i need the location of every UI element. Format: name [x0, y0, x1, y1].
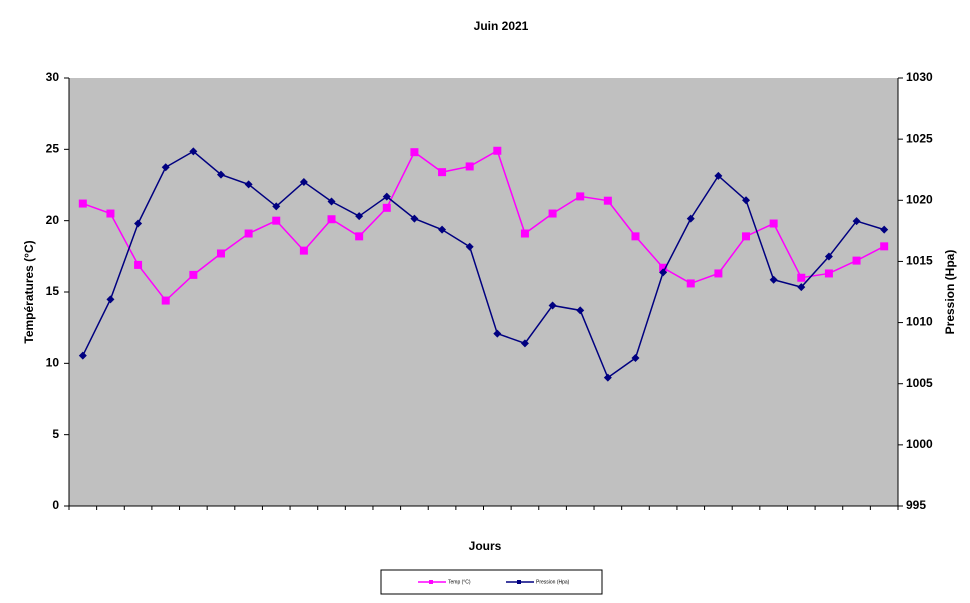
- y2-tick-label: 1015: [906, 254, 933, 268]
- point-marker: [742, 232, 751, 241]
- y2-tick-label: 1020: [906, 192, 933, 206]
- point-marker: [355, 232, 364, 241]
- point-marker: [410, 214, 419, 223]
- point-marker: [742, 196, 751, 205]
- point-marker: [880, 242, 889, 251]
- y-tick-label: 15: [46, 284, 60, 298]
- point-marker: [631, 232, 640, 241]
- y-tick-label: 5: [52, 427, 59, 441]
- point-marker: [134, 219, 143, 228]
- y2-tick-label: 1030: [906, 70, 933, 84]
- point-marker: [520, 229, 529, 238]
- series-line: [82, 150, 885, 379]
- point-marker: [106, 295, 115, 304]
- y-tick-label: 10: [46, 356, 60, 370]
- legend-box: [380, 569, 603, 595]
- point-marker: [272, 216, 281, 225]
- y2-tick-label: 1005: [906, 376, 933, 390]
- point-marker: [576, 192, 585, 201]
- point-marker: [603, 196, 612, 205]
- point-marker: [797, 273, 806, 282]
- y2-tick-label: 1010: [906, 315, 933, 329]
- point-marker: [576, 306, 585, 315]
- point-marker: [327, 197, 336, 206]
- point-marker: [272, 202, 281, 211]
- point-marker: [299, 246, 308, 255]
- point-marker: [797, 283, 806, 292]
- point-marker: [852, 256, 861, 265]
- point-marker: [714, 269, 723, 278]
- point-marker: [686, 214, 695, 223]
- point-marker: [244, 180, 253, 189]
- point-marker: [438, 168, 447, 177]
- y-tick-label: 25: [46, 142, 60, 156]
- point-marker: [189, 270, 198, 279]
- legend-marker: [429, 580, 433, 584]
- series-line: [82, 149, 885, 302]
- y-tick-label: 30: [46, 70, 60, 84]
- point-marker: [824, 269, 833, 278]
- y-tick-label: 0: [52, 498, 59, 512]
- point-marker: [659, 263, 668, 272]
- point-marker: [548, 301, 557, 310]
- legend-marker: [517, 580, 521, 584]
- y-tick-label: 20: [46, 213, 60, 227]
- point-marker: [465, 242, 474, 251]
- point-marker: [216, 249, 225, 258]
- point-marker: [78, 199, 87, 208]
- point-marker: [189, 147, 198, 156]
- y2-tick-label: 1000: [906, 437, 933, 451]
- point-marker: [493, 146, 502, 155]
- point-marker: [769, 219, 778, 228]
- point-marker: [686, 279, 695, 288]
- point-marker: [78, 351, 87, 360]
- point-marker: [603, 373, 612, 382]
- point-marker: [548, 209, 557, 218]
- y2-tick-label: 1025: [906, 131, 933, 145]
- point-marker: [769, 275, 778, 284]
- point-marker: [714, 171, 723, 180]
- point-marker: [880, 225, 889, 234]
- legend-label: Pression (Hpa): [536, 579, 570, 585]
- point-marker: [106, 209, 115, 218]
- x-axis-title: Jours: [469, 539, 502, 553]
- point-marker: [493, 329, 502, 338]
- point-marker: [631, 354, 640, 363]
- point-marker: [327, 215, 336, 224]
- point-marker: [382, 203, 391, 212]
- chart-title: Juin 2021: [474, 19, 529, 33]
- point-marker: [520, 339, 529, 348]
- point-marker: [852, 217, 861, 226]
- point-marker: [161, 296, 170, 305]
- point-marker: [161, 163, 170, 172]
- point-marker: [824, 252, 833, 261]
- point-marker: [355, 212, 364, 221]
- point-marker: [465, 162, 474, 171]
- point-marker: [410, 148, 419, 157]
- y2-tick-label: 995: [906, 498, 926, 512]
- legend: Temp (°C) Pression (Hpa): [380, 569, 603, 595]
- y2-axis-title: Pression (Hpa): [943, 250, 957, 335]
- y-axis-title: Températures (°C): [22, 240, 36, 343]
- legend-label: Temp (°C): [448, 579, 471, 585]
- point-marker: [382, 192, 391, 201]
- point-marker: [438, 225, 447, 234]
- point-marker: [659, 268, 668, 277]
- point-marker: [216, 170, 225, 179]
- point-marker: [244, 229, 253, 238]
- point-marker: [299, 177, 308, 186]
- point-marker: [134, 260, 143, 269]
